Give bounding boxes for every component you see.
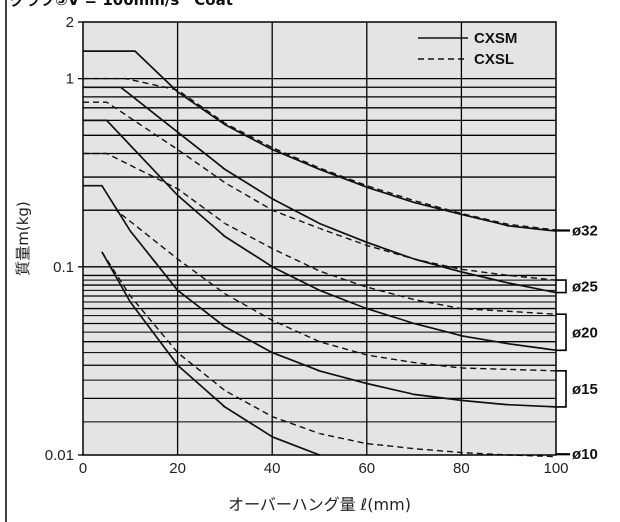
y-tick-label: 1	[66, 71, 74, 88]
size-label-d15: ø15	[572, 381, 598, 398]
grid-lines	[83, 22, 556, 455]
legend: CXSM CXSL	[418, 30, 517, 68]
legend-label-cxsl: CXSL	[474, 51, 514, 68]
x-tick-label: 60	[358, 460, 375, 477]
y-tick-label: 2	[66, 14, 74, 31]
x-axis: 0 20 40 60 80 100	[79, 460, 569, 477]
y-tick-label: 0.01	[45, 447, 74, 464]
y-axis: 0.01 0.1 1 2	[45, 14, 83, 464]
size-label-d25: ø25	[572, 278, 598, 295]
size-bracket-d15	[556, 370, 567, 408]
size-label-d32: ø32	[572, 222, 598, 239]
x-tick-label: 40	[264, 460, 281, 477]
size-bracket-d20	[556, 313, 567, 352]
x-tick-label: 80	[453, 460, 470, 477]
series-line-7	[83, 184, 557, 408]
plot-area	[83, 22, 556, 455]
x-axis-label: オーバーハング量 ℓ(mm)	[228, 495, 411, 514]
y-tick-label: 0.1	[53, 259, 74, 276]
size-bracket-d25	[556, 279, 567, 294]
chart-title: グラフ⑤V = 100mm/s Coat	[10, 0, 233, 9]
size-label-d20: ø20	[572, 324, 598, 341]
series-line-10	[101, 251, 557, 458]
series-line-3	[83, 86, 557, 294]
x-tick-label: 20	[169, 460, 186, 477]
plot-border	[82, 21, 557, 456]
series-line-8	[83, 209, 557, 372]
series-line-4	[83, 101, 557, 281]
size-brackets: ø32 ø25 ø20 ø15 ø10	[556, 222, 598, 463]
series-line-2	[83, 77, 557, 231]
x-tick-label: 100	[543, 460, 568, 477]
series-line-5	[83, 119, 557, 352]
series-line-1	[83, 50, 557, 232]
curves	[83, 50, 557, 458]
size-label-d10: ø10	[572, 446, 598, 463]
y-axis-label: 質量m(kg)	[14, 201, 32, 276]
series-line-6	[83, 152, 557, 315]
series-line-9	[101, 251, 321, 456]
x-tick-label: 0	[79, 460, 87, 477]
legend-label-cxsm: CXSM	[474, 30, 517, 47]
